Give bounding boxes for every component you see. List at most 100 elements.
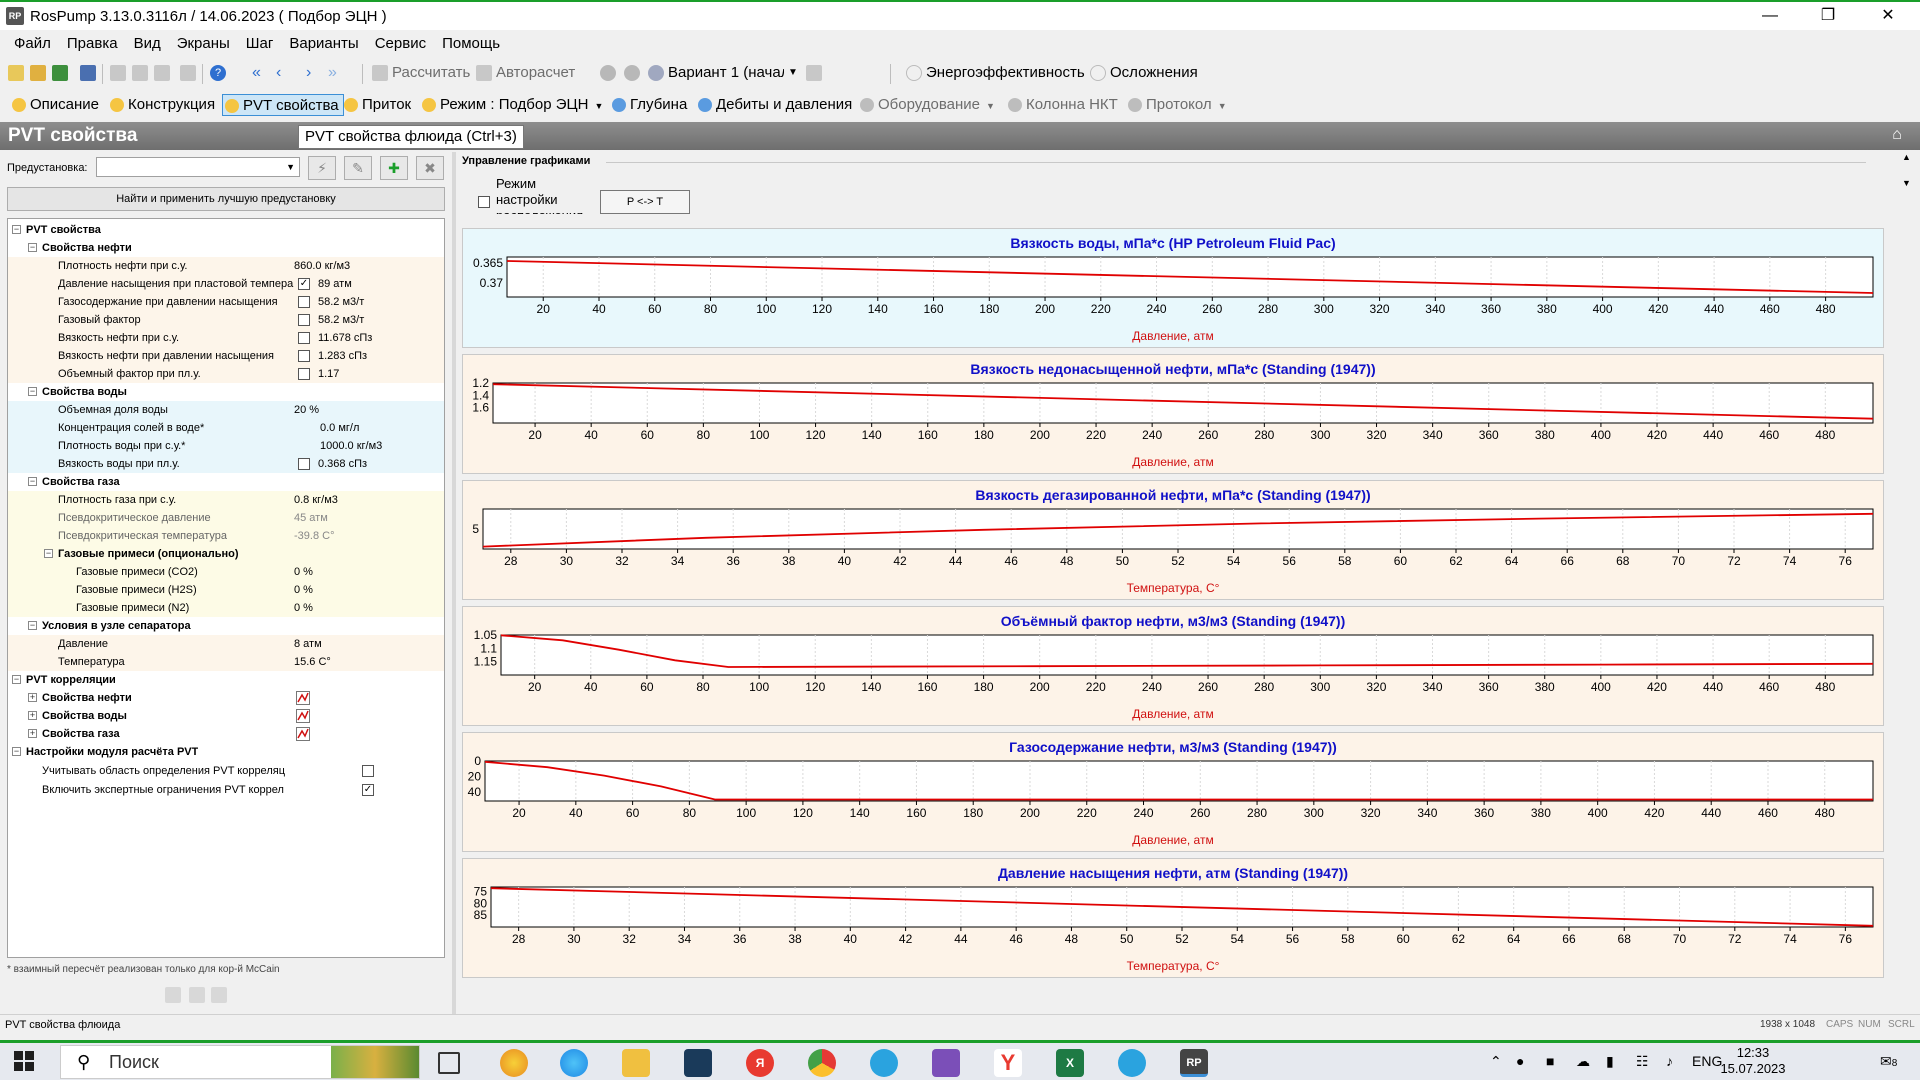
tree-row-volume-factor[interactable]: Объемный фактор при пл.у. 1.17: [8, 365, 444, 383]
tree-row-expert-limits[interactable]: Включить экспертные ограничения PVT корр…: [8, 781, 444, 799]
tree-node-gas-impurities[interactable]: − Газовые примеси (опционально): [8, 545, 444, 563]
prev-step-icon[interactable]: ‹: [276, 64, 282, 81]
property-value[interactable]: 20 %: [294, 404, 320, 416]
yandex-y-icon[interactable]: Y: [994, 1049, 1022, 1077]
tree-node-corr-gas[interactable]: + Свойства газа: [8, 725, 444, 743]
gas-content-checkbox[interactable]: [298, 296, 310, 308]
tree-row-h2s[interactable]: Газовые примеси (H2S) 0 %: [8, 581, 444, 599]
maximize-button[interactable]: ❐: [1820, 7, 1836, 24]
menu-view[interactable]: Вид: [133, 35, 161, 52]
save-icon[interactable]: [80, 65, 96, 81]
volume-icon[interactable]: ♪: [1666, 1053, 1673, 1069]
paste-icon[interactable]: [211, 987, 227, 1003]
tree-row-domain-check[interactable]: Учитывать область определения PVT коррел…: [8, 762, 444, 780]
domain-check-checkbox[interactable]: [362, 765, 374, 777]
tree-node-water[interactable]: − Свойства воды: [8, 383, 444, 401]
volume-factor-checkbox[interactable]: [298, 368, 310, 380]
apply-preset-button[interactable]: ⚡: [308, 156, 336, 180]
tab-pvt[interactable]: PVT свойства: [222, 94, 344, 116]
tray-chevron-up-icon[interactable]: ⌃: [1490, 1053, 1502, 1069]
autocalc-button[interactable]: Авторасчет: [496, 64, 576, 81]
property-value[interactable]: 15.6 С°: [294, 656, 331, 668]
network-icon[interactable]: [600, 65, 616, 81]
variant-dropdown-icon[interactable]: ▼: [788, 67, 798, 78]
tab-equipment[interactable]: Оборудование ▼: [858, 94, 995, 116]
gas-factor-checkbox[interactable]: [298, 314, 310, 326]
tree-node-corr-water[interactable]: + Свойства воды: [8, 707, 444, 725]
cut-icon[interactable]: [110, 65, 126, 81]
gear-icon[interactable]: [624, 65, 640, 81]
yandex-browser-icon[interactable]: [500, 1049, 528, 1077]
collapse-icon[interactable]: −: [12, 746, 21, 756]
expand-icon[interactable]: +: [28, 710, 37, 720]
variant-manage-icon[interactable]: [806, 65, 822, 81]
tab-inflow[interactable]: Приток: [342, 94, 411, 116]
excel-icon[interactable]: [52, 65, 68, 81]
tree-row-salt-concentration[interactable]: Концентрация солей в воде* 0.0 мг/л: [8, 419, 444, 437]
tree-row-oil-density[interactable]: Плотность нефти при с.у. 860.0 кг/м3: [8, 257, 444, 275]
complications-button[interactable]: Осложнения: [1110, 64, 1198, 81]
tree-row-separator-pressure[interactable]: Давление 8 атм: [8, 635, 444, 653]
menu-edit[interactable]: Правка: [66, 35, 118, 52]
oil-viscosity-bp-checkbox[interactable]: [298, 350, 310, 362]
chrome-icon[interactable]: [808, 1049, 836, 1077]
scroll-down-icon[interactable]: ▼: [1902, 178, 1911, 188]
notifications-icon[interactable]: ✉8: [1880, 1053, 1898, 1069]
oil-viscosity-sc-checkbox[interactable]: [298, 332, 310, 344]
property-value[interactable]: 0.0 мг/л: [320, 422, 360, 434]
chevron-down-icon[interactable]: ▼: [286, 162, 295, 172]
next-step-icon[interactable]: ›: [306, 64, 312, 81]
tree-row-water-cut[interactable]: Объемная доля воды 20 %: [8, 401, 444, 419]
collapse-icon[interactable]: −: [28, 620, 37, 630]
tree-node-oil[interactable]: − Свойства нефти: [8, 239, 444, 257]
layout-mode-checkbox[interactable]: [478, 196, 490, 208]
menu-screens[interactable]: Экраны: [176, 35, 230, 52]
menu-service[interactable]: Сервис: [374, 35, 427, 52]
preset-combobox[interactable]: ▼: [96, 157, 300, 177]
vertical-scrollbar[interactable]: ▲ ▼: [1896, 152, 1918, 192]
property-value[interactable]: 58.2 м3/т: [318, 314, 365, 326]
yandex-icon[interactable]: Я: [746, 1049, 774, 1077]
property-value[interactable]: 1.17: [318, 368, 340, 380]
water-viscosity-checkbox[interactable]: [298, 458, 310, 470]
help-icon[interactable]: ?: [210, 65, 226, 81]
tree-node-gas[interactable]: − Свойства газа: [8, 473, 444, 491]
tree-row-water-viscosity[interactable]: Вязкость воды при пл.у. 0.368 сПз: [8, 455, 444, 473]
expand-icon[interactable]: +: [28, 728, 37, 738]
menu-step[interactable]: Шаг: [245, 35, 274, 52]
last-step-icon[interactable]: »: [328, 64, 337, 81]
menu-file[interactable]: Файл: [14, 35, 51, 52]
edge-icon[interactable]: [560, 1049, 588, 1077]
excel-icon[interactable]: X: [1056, 1049, 1084, 1077]
variant-selector[interactable]: Вариант 1 (начал: [668, 64, 784, 81]
chart-5[interactable]: Газосодержание нефти, м3/м3 (Standing (1…: [462, 732, 1884, 852]
steam-icon[interactable]: ●: [1516, 1053, 1525, 1069]
expand-icon[interactable]: +: [28, 692, 37, 702]
tab-protocol[interactable]: Протокол ▼: [1126, 94, 1227, 116]
new-icon[interactable]: [8, 65, 24, 81]
rospump-taskbar-icon[interactable]: RP: [1180, 1049, 1208, 1077]
windows-start-icon[interactable]: [14, 1051, 34, 1071]
chart-1[interactable]: Вязкость воды, мПа*с (HP Petroleum Fluid…: [462, 228, 1884, 348]
add-preset-button[interactable]: ✚: [380, 156, 408, 180]
copy-icon[interactable]: [189, 987, 205, 1003]
property-value[interactable]: 89 атм: [318, 278, 352, 290]
task-view-icon[interactable]: [438, 1052, 460, 1074]
chevron-down-icon[interactable]: ▼: [594, 101, 604, 111]
edit-preset-button[interactable]: ✎: [344, 156, 372, 180]
collapse-icon[interactable]: −: [12, 674, 21, 684]
collapse-icon[interactable]: −: [44, 548, 53, 558]
tree-row-gas-content[interactable]: Газосодержание при давлении насыщения 58…: [8, 293, 444, 311]
tree-row-oil-viscosity-sc[interactable]: Вязкость нефти при с.у. 11.678 сПз: [8, 329, 444, 347]
correlation-chart-icon[interactable]: [296, 709, 310, 723]
chart-2[interactable]: Вязкость недонасыщенной нефти, мПа*с (St…: [462, 354, 1884, 474]
tab-mode[interactable]: Режим : Подбор ЭЦН ▼: [420, 94, 603, 116]
collapse-icon[interactable]: −: [28, 476, 37, 486]
tab-description[interactable]: Описание: [10, 94, 99, 116]
open-icon[interactable]: [30, 65, 46, 81]
tab-rates[interactable]: Дебиты и давления: [696, 94, 852, 116]
tree-row-water-density[interactable]: Плотность воды при с.у.* 1000.0 кг/м3: [8, 437, 444, 455]
tab-depth[interactable]: Глубина: [610, 94, 687, 116]
property-value[interactable]: 8 атм: [294, 638, 322, 650]
chevron-down-icon[interactable]: ▼: [986, 101, 995, 111]
